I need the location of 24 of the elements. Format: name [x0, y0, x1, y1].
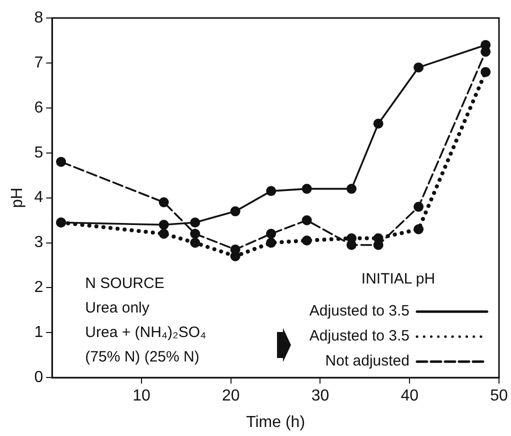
annotation: N SOURCE: [85, 275, 164, 292]
annotation: Urea only: [85, 300, 150, 317]
x-tick-label: 30: [311, 388, 330, 405]
legend-title: INITIAL pH: [361, 270, 436, 288]
y-tick-label: 6: [34, 99, 44, 116]
annotation: Urea + (NH₄)₂SO₄: [85, 324, 206, 342]
x-axis-title: Time (h): [246, 414, 306, 431]
y-tick-label: 8: [34, 9, 44, 26]
legend-label: Adjusted to 3.5: [309, 328, 410, 345]
x-tick-label: 40: [400, 388, 419, 405]
y-tick-label: 3: [34, 234, 44, 252]
y-tick-label: 1: [34, 324, 44, 342]
x-tick-label: 20: [222, 388, 240, 405]
legend-label: Adjusted to 3.5: [309, 302, 410, 320]
x-tick-label: 10: [132, 388, 150, 405]
legend-label: Not adjusted: [325, 352, 410, 370]
y-tick-label: 4: [34, 189, 44, 206]
y-tick-label: 7: [34, 54, 44, 72]
y-tick-label: 0: [34, 369, 44, 386]
annotation: (75% N) (25% N): [85, 348, 200, 366]
x-tick-label: 50: [490, 388, 508, 405]
y-tick-label: 5: [34, 144, 44, 162]
y-axis-title: pH: [9, 188, 26, 208]
y-tick-label: 2: [34, 279, 44, 296]
